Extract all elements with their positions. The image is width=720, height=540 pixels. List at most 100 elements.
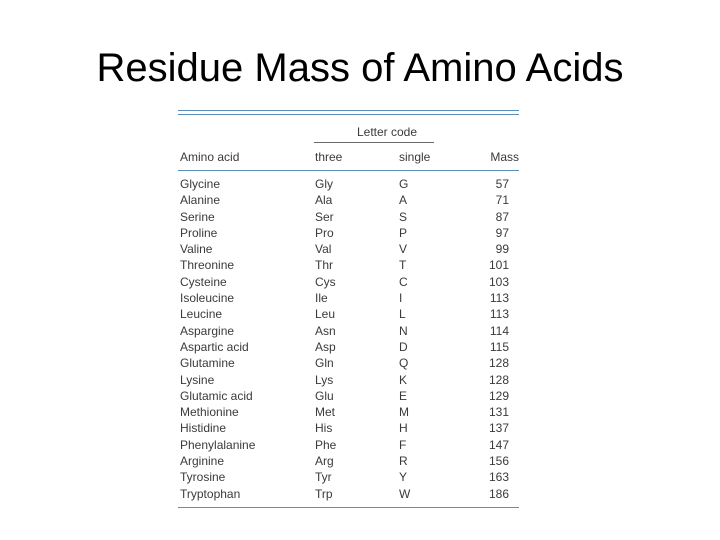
table-bottom-rule [178,506,519,508]
cell-mass: 97 [495,225,509,240]
cell-three-letter: Pro [315,225,334,240]
cell-amino-acid: Serine [180,209,215,224]
table-row: Alanine Ala A 71 [178,192,519,208]
cell-amino-acid: Phenylalanine [180,437,256,452]
cell-single-letter: Y [399,470,408,485]
table-row: Glycine Gly G 57 [178,176,519,192]
cell-amino-acid: Glutamic acid [180,388,253,403]
letter-code-label: Letter code [356,125,418,139]
cell-three-letter: Trp [315,486,333,501]
cell-single-letter: G [399,177,409,191]
cell-three-letter: Asp [315,339,336,354]
cell-three-letter: Gln [315,356,334,371]
column-header-single: single [399,150,431,164]
cell-amino-acid: Valine [180,242,213,257]
cell-three-letter: Leu [315,307,336,322]
cell-mass: 163 [488,470,509,485]
table-body: Glycine Gly G 57 Alanine Ala A 71 Serine Ser S 87 Pr… [178,176,519,502]
cell-amino-acid: Cysteine [180,274,227,289]
cell-three-letter: Ser [315,209,334,224]
cell-mass: 186 [488,486,509,501]
cell-three-letter: Ala [315,193,333,208]
cell-amino-acid: Glycine [180,177,221,191]
cell-single-letter: D [399,339,408,354]
letter-code-underline [314,142,434,143]
cell-single-letter: S [399,209,408,224]
cell-single-letter: C [399,274,408,289]
cell-amino-acid: Methionine [180,405,239,420]
cell-mass: 156 [488,454,509,469]
cell-mass: 147 [488,437,509,452]
table-row: Leucine Leu L 113 [178,306,519,322]
cell-mass: 57 [495,177,509,191]
slide-title: Residue Mass of Amino Acids [96,46,624,90]
amino-acid-table: Letter code Amino acid three single Mass… [178,110,519,508]
cell-single-letter: N [399,323,408,338]
table-row: Phenylalanine Phe F 147 [178,437,519,453]
cell-mass: 128 [488,356,509,371]
cell-three-letter: Val [315,242,332,257]
cell-amino-acid: Lysine [180,372,215,387]
cell-mass: 131 [488,405,509,420]
cell-three-letter: Met [315,405,336,420]
cell-mass: 113 [489,307,509,322]
table-row: Proline Pro P 97 [178,225,519,241]
cell-single-letter: A [399,193,408,208]
cell-three-letter: Arg [315,454,334,469]
cell-single-letter: P [399,225,408,240]
table-top-rule [178,110,519,115]
table-row: Isoleucine Ile I 113 [178,290,519,306]
cell-three-letter: Asn [315,323,336,338]
cell-three-letter: Gly [315,177,333,191]
cell-single-letter: V [399,242,408,257]
column-header-mass: Mass [490,150,519,164]
table-row: Glutamine Gln Q 128 [178,355,519,371]
cell-amino-acid: Arginine [180,454,225,469]
table-row: Cysteine Cys C 103 [178,274,519,290]
table-row: Aspartic acid Asp D 115 [178,339,519,355]
cell-amino-acid: Aspargine [180,323,235,338]
letter-code-group-header: Letter code [178,115,519,143]
cell-single-letter: L [399,307,406,322]
column-header-three: three [315,150,343,164]
cell-three-letter: Cys [315,274,336,289]
cell-single-letter: W [399,486,411,501]
cell-single-letter: R [399,454,408,469]
cell-mass: 103 [488,274,509,289]
cell-amino-acid: Aspartic acid [180,339,249,354]
cell-three-letter: Lys [315,372,334,387]
cell-single-letter: H [399,421,408,436]
table-row: Arginine Arg R 156 [178,453,519,469]
cell-mass: 113 [489,291,509,306]
cell-mass: 71 [495,193,509,208]
cell-mass: 128 [488,372,509,387]
cell-single-letter: T [399,258,407,273]
cell-mass: 101 [488,258,509,273]
cell-single-letter: Q [399,356,409,371]
table-row: Tryptophan Trp W 186 [178,486,519,502]
cell-single-letter: F [399,437,407,452]
table-row: Lysine Lys K 128 [178,372,519,388]
cell-amino-acid: Tyrosine [180,470,226,485]
cell-three-letter: Ile [315,291,328,306]
cell-amino-acid: Threonine [180,258,235,273]
cell-amino-acid: Glutamine [180,356,235,371]
cell-three-letter: Tyr [315,470,332,485]
cell-three-letter: Glu [315,388,334,403]
cell-mass: 137 [488,421,509,436]
table-row: Threonine Thr T 101 [178,257,519,273]
column-header-row: Amino acid three single Mass [178,149,519,169]
table-row: Aspargine Asn N 114 [178,323,519,339]
cell-single-letter: E [399,388,408,403]
cell-three-letter: Thr [315,258,333,273]
table-row: Tyrosine Tyr Y 163 [178,469,519,485]
cell-amino-acid: Proline [180,225,218,240]
cell-mass: 115 [489,339,509,354]
cell-three-letter: Phe [315,437,337,452]
table-row: Glutamic acid Glu E 129 [178,388,519,404]
cell-single-letter: I [399,291,403,306]
cell-mass: 87 [495,209,509,224]
cell-three-letter: His [315,421,333,436]
column-header-amino-acid: Amino acid [180,150,240,164]
table-row: Histidine His H 137 [178,420,519,436]
